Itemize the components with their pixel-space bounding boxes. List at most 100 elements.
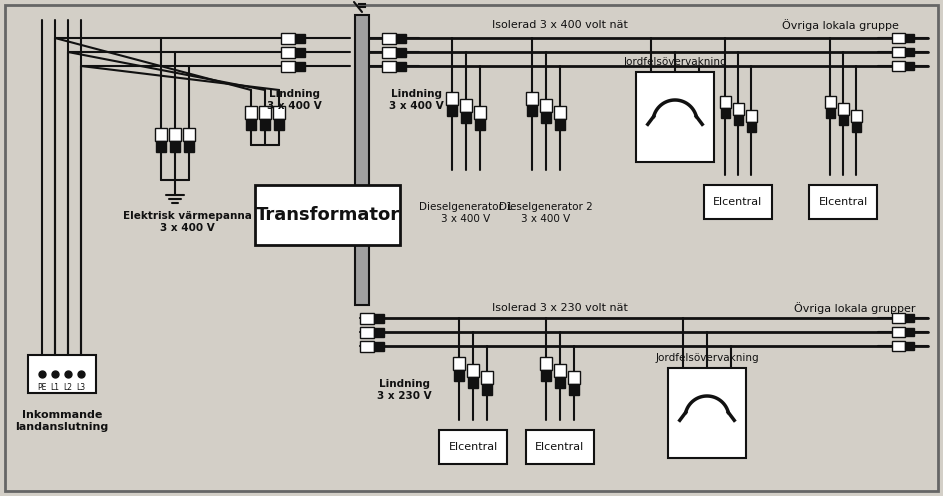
Bar: [155, 128, 167, 141]
Bar: [259, 106, 271, 119]
Bar: [892, 61, 905, 71]
Bar: [245, 106, 257, 119]
Bar: [825, 108, 835, 118]
Bar: [374, 313, 384, 322]
Bar: [541, 112, 551, 123]
Bar: [475, 119, 485, 130]
Bar: [555, 119, 565, 130]
Bar: [453, 357, 465, 370]
Bar: [837, 103, 849, 115]
Bar: [526, 430, 594, 464]
Bar: [360, 312, 374, 323]
Bar: [280, 33, 295, 44]
Bar: [568, 371, 580, 384]
Bar: [668, 368, 746, 458]
Bar: [838, 115, 848, 124]
Bar: [720, 96, 731, 108]
Text: Elektrisk värmepanna
3 x 400 V: Elektrisk värmepanna 3 x 400 V: [123, 211, 252, 233]
Text: Jordfelsövervakning: Jordfelsövervakning: [655, 353, 759, 363]
Bar: [280, 61, 295, 71]
Bar: [905, 62, 914, 70]
Text: Dieselgenerator 1
3 x 400 V: Dieselgenerator 1 3 x 400 V: [419, 202, 513, 224]
Bar: [734, 115, 742, 124]
Bar: [295, 62, 305, 70]
Bar: [382, 61, 396, 71]
Text: L2: L2: [63, 383, 73, 392]
Bar: [260, 119, 270, 129]
Bar: [170, 141, 180, 152]
Bar: [446, 92, 458, 105]
Bar: [396, 48, 406, 57]
Text: Övriga lokala grupper: Övriga lokala grupper: [794, 302, 916, 314]
Bar: [28, 355, 96, 393]
Bar: [892, 47, 905, 57]
Bar: [720, 108, 730, 118]
Bar: [746, 110, 756, 122]
Bar: [852, 122, 861, 131]
Bar: [892, 327, 905, 337]
Bar: [461, 112, 471, 123]
Bar: [183, 128, 195, 141]
Text: Elcentral: Elcentral: [819, 197, 868, 207]
Bar: [169, 128, 181, 141]
Text: Elcentral: Elcentral: [713, 197, 763, 207]
Bar: [374, 327, 384, 336]
Bar: [851, 110, 862, 122]
Text: Transformator: Transformator: [256, 206, 400, 224]
Bar: [274, 119, 284, 129]
Bar: [526, 92, 538, 105]
Bar: [280, 47, 295, 58]
Bar: [382, 33, 396, 44]
Bar: [454, 370, 464, 381]
Text: Inkommande
landanslutning: Inkommande landanslutning: [15, 410, 108, 432]
Bar: [527, 105, 537, 116]
Bar: [156, 141, 166, 152]
Bar: [184, 141, 194, 152]
Bar: [295, 34, 305, 43]
Bar: [540, 99, 552, 112]
Bar: [905, 34, 914, 42]
Text: Lindning
3 x 400 V: Lindning 3 x 400 V: [267, 89, 322, 111]
Bar: [295, 48, 305, 57]
Bar: [474, 106, 486, 119]
Bar: [360, 326, 374, 337]
Bar: [905, 342, 914, 350]
Bar: [892, 33, 905, 43]
Bar: [468, 377, 478, 388]
Text: Lindning
3 x 400 V: Lindning 3 x 400 V: [389, 89, 443, 111]
Bar: [554, 364, 566, 377]
Bar: [246, 119, 256, 129]
Bar: [467, 364, 479, 377]
Bar: [396, 34, 406, 43]
Bar: [439, 430, 507, 464]
Bar: [447, 105, 457, 116]
Bar: [905, 314, 914, 322]
Text: Jordfelsövervakning: Jordfelsövervakning: [623, 57, 727, 67]
Bar: [360, 340, 374, 352]
Bar: [482, 384, 492, 395]
Text: Dieselgenerator 2
3 x 400 V: Dieselgenerator 2 3 x 400 V: [499, 202, 593, 224]
Text: Övriga lokala gruppe: Övriga lokala gruppe: [782, 19, 899, 31]
Text: L1: L1: [51, 383, 59, 392]
Bar: [460, 99, 472, 112]
Bar: [255, 185, 400, 245]
Bar: [892, 313, 905, 323]
Bar: [374, 342, 384, 351]
Bar: [273, 106, 285, 119]
Text: Elcentral: Elcentral: [448, 442, 498, 452]
Bar: [892, 341, 905, 351]
Bar: [569, 384, 579, 395]
Text: Isolerad 3 x 230 volt nät: Isolerad 3 x 230 volt nät: [492, 303, 628, 313]
Bar: [704, 185, 772, 219]
Bar: [905, 328, 914, 336]
Bar: [540, 357, 552, 370]
Bar: [355, 15, 369, 305]
Text: Lindning
3 x 230 V: Lindning 3 x 230 V: [376, 379, 431, 401]
Bar: [555, 377, 565, 388]
Text: Elcentral: Elcentral: [536, 442, 585, 452]
Text: L3: L3: [76, 383, 86, 392]
Bar: [905, 48, 914, 56]
Bar: [541, 370, 551, 381]
Bar: [824, 96, 835, 108]
Bar: [481, 371, 493, 384]
